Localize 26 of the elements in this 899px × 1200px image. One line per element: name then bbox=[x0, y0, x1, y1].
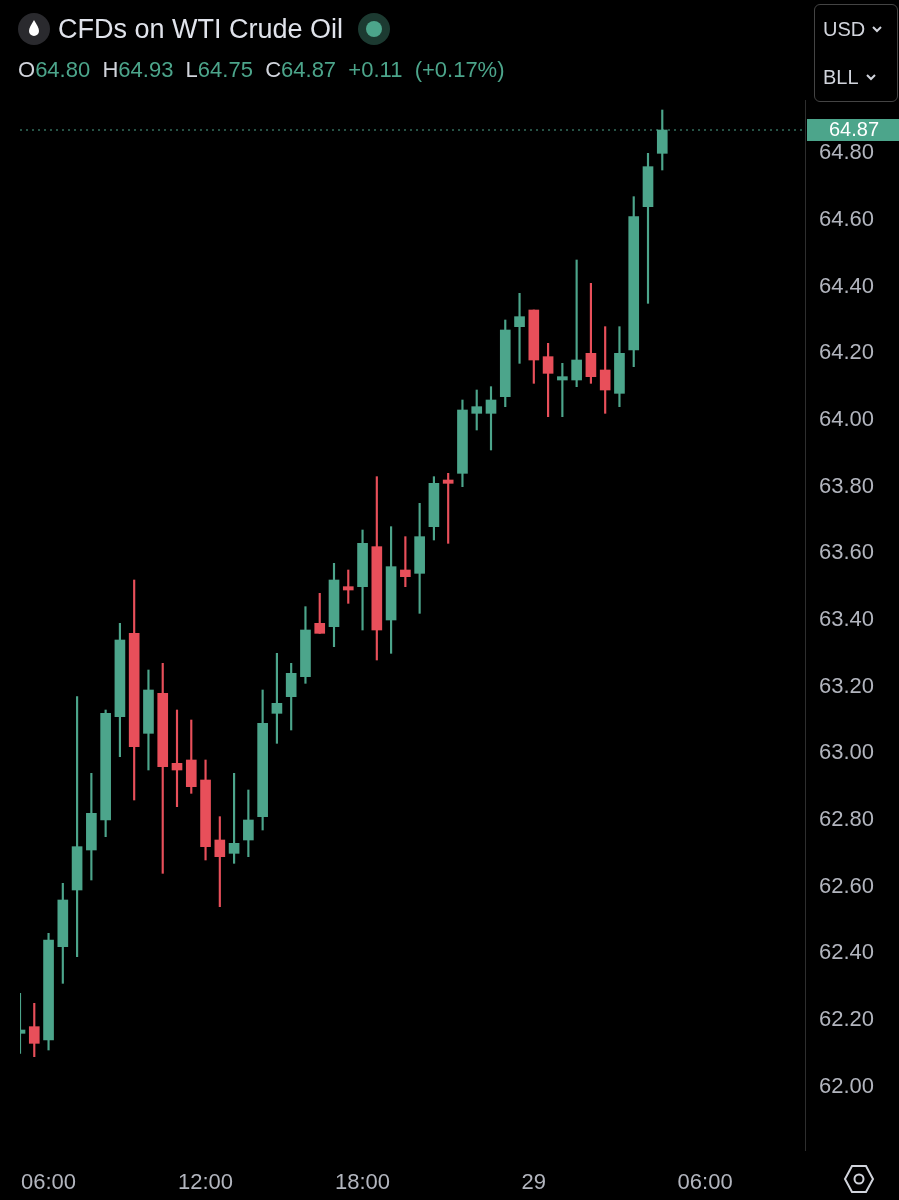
y-tick-label: 62.00 bbox=[819, 1072, 875, 1098]
x-tick-label: 06:00 bbox=[677, 1169, 733, 1195]
y-tick-label: 64.00 bbox=[819, 406, 875, 432]
text: USD bbox=[823, 17, 866, 41]
x-tick-label: 29 bbox=[521, 1169, 547, 1195]
text: BLL bbox=[823, 65, 859, 89]
y-tick-label: 62.60 bbox=[819, 872, 875, 898]
x-tick-label: 18:00 bbox=[335, 1169, 391, 1195]
y-tick-label: 62.40 bbox=[819, 939, 875, 965]
y-tick-label: 63.40 bbox=[819, 606, 875, 632]
candlestick bbox=[514, 293, 525, 364]
text: O64.80 H64.93 L64.75 C64.87 +0.11 (+0.17%) bbox=[18, 57, 505, 82]
y-tick-label: 62.80 bbox=[819, 806, 875, 832]
y-tick-label: 63.80 bbox=[819, 472, 875, 498]
y-tick-label: 63.00 bbox=[819, 739, 875, 765]
y-tick-label: 64.40 bbox=[819, 272, 875, 298]
x-tick-label: 12:00 bbox=[178, 1169, 234, 1195]
y-tick-label: 63.20 bbox=[819, 672, 875, 698]
y-tick-label: 64.20 bbox=[819, 339, 875, 365]
y-tick-label: 64.80 bbox=[819, 139, 875, 165]
y-tick-label: 63.60 bbox=[819, 539, 875, 565]
x-tick-label: 06:00 bbox=[21, 1169, 77, 1195]
chart-title: CFDs on WTI Crude Oil bbox=[58, 13, 344, 45]
ref-line-label: 64.87 bbox=[828, 117, 880, 140]
y-tick-label: 62.20 bbox=[819, 1006, 875, 1032]
y-tick-label: 64.60 bbox=[819, 206, 875, 232]
